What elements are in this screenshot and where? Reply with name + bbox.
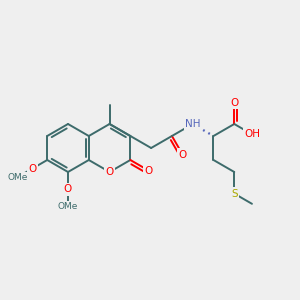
Text: NH: NH	[185, 119, 200, 129]
Text: OMe: OMe	[7, 173, 28, 182]
Text: O: O	[64, 184, 72, 194]
Text: O: O	[178, 150, 187, 160]
Text: O: O	[230, 98, 238, 108]
Text: O: O	[105, 167, 114, 177]
Text: OMe: OMe	[58, 202, 78, 211]
Text: O: O	[145, 166, 153, 176]
Text: OH: OH	[244, 129, 260, 139]
Text: O: O	[28, 164, 36, 174]
Text: S: S	[231, 189, 238, 199]
